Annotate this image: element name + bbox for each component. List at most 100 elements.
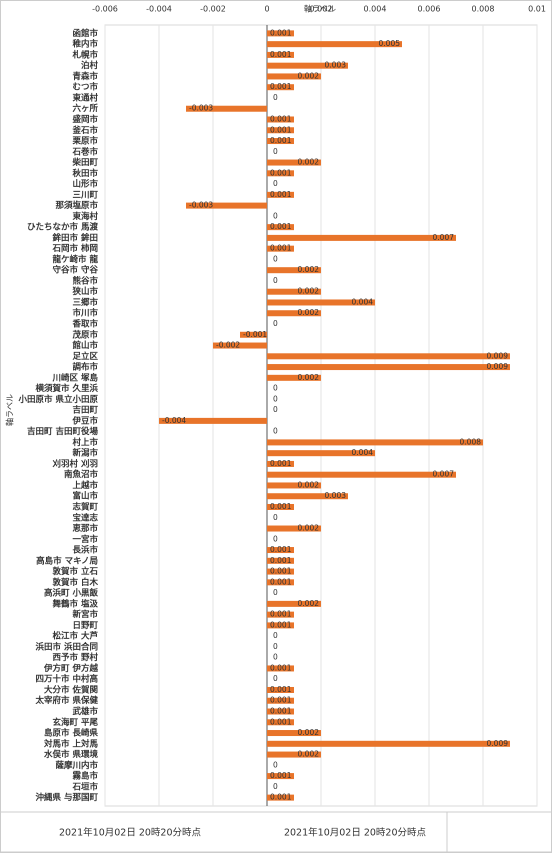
y-tick-label: 対馬市 上対馬 (43, 738, 98, 749)
value-label: 0 (273, 631, 278, 640)
bar (267, 245, 294, 252)
y-tick-label: 玄海町 平尾 (53, 717, 99, 728)
y-tick-label: 東通村 (72, 92, 98, 103)
y-tick-label: 霧島市 (71, 771, 98, 782)
bar (267, 439, 483, 446)
y-tick-label: 館山市 (71, 340, 98, 351)
y-tick-label: 上越市 (72, 480, 98, 491)
value-label: 0.002 (298, 308, 320, 317)
value-label: 0 (273, 513, 278, 522)
bar (186, 202, 267, 209)
y-tick-label: 市川市 (72, 308, 98, 319)
y-tick-label: 島原市 長崎県 (44, 728, 98, 739)
bar (267, 622, 294, 629)
value-label: 0 (273, 147, 278, 156)
value-label: 0.001 (270, 125, 292, 134)
value-label: 0.003 (325, 61, 347, 70)
value-label: 0.002 (298, 265, 320, 274)
bar (267, 159, 321, 166)
value-label: 0 (273, 179, 278, 188)
y-tick-label: 南魚沼市 (64, 469, 99, 480)
value-label: 0.001 (270, 771, 292, 780)
y-tick-label: 新宮市 (72, 609, 98, 620)
value-label: 0.003 (325, 491, 347, 500)
bar (267, 503, 294, 510)
value-label: 0.002 (298, 524, 320, 533)
value-label: 0.009 (487, 351, 509, 360)
y-tick-label: 沖縄県 与那国町 (36, 792, 99, 803)
value-label: 0.001 (270, 50, 292, 59)
bar (267, 138, 294, 145)
bar (267, 773, 294, 780)
value-label: 0 (273, 534, 278, 543)
y-tick-label: 伊豆市 (71, 415, 98, 426)
y-tick-label: 松江市 大芦 (53, 631, 99, 642)
value-label: 0 (273, 319, 278, 328)
value-label: 0 (273, 276, 278, 285)
bar (267, 611, 294, 618)
y-tick-label: 小田原市 県立小田原 (18, 394, 99, 405)
bar (267, 751, 321, 758)
value-label: 0 (273, 760, 278, 769)
bar (267, 234, 456, 241)
footer-cell: 2021年10月02日 20時20分時点 (59, 827, 202, 839)
value-label: 0.001 (270, 556, 292, 565)
y-tick-label: 恵那市 (72, 523, 98, 534)
value-label: 0 (273, 653, 278, 662)
bar (267, 127, 294, 134)
bar (267, 697, 294, 704)
bar (267, 740, 510, 747)
y-tick-label: 吉田町 吉田町役場 (27, 426, 98, 437)
value-label: 0.001 (270, 168, 292, 177)
value-label: 0.001 (270, 793, 292, 802)
value-label: 0 (273, 427, 278, 436)
bar (267, 493, 348, 500)
value-label: 0.005 (379, 39, 401, 48)
y-tick-label: 石垣市 (71, 781, 98, 792)
y-tick-label: 六ヶ所 (72, 103, 98, 114)
value-label: 0 (273, 211, 278, 220)
value-label: 0.009 (487, 739, 509, 748)
y-tick-label: 三郷市 (72, 297, 98, 308)
value-label: 0.001 (270, 244, 292, 253)
bar (159, 417, 267, 424)
x-tick-label: 0 (264, 5, 269, 14)
bar (267, 73, 321, 80)
y-tick-label: 栗原市 (71, 136, 98, 147)
x-tick-label: 0.004 (364, 5, 387, 14)
bar (267, 665, 294, 672)
x-tick-label: 0.01 (528, 5, 546, 14)
value-label: 0.004 (352, 297, 374, 306)
y-tick-label: 稚内市 (72, 39, 98, 50)
bar (267, 579, 294, 586)
value-label: 0.001 (270, 545, 292, 554)
bar (267, 51, 294, 58)
value-label: 0 (273, 642, 278, 651)
bar (267, 471, 456, 478)
y-tick-label: 足立区 (72, 351, 98, 362)
value-label: 0.002 (298, 480, 320, 489)
bar (267, 708, 294, 715)
y-tick-label: 水俣市 県環境 (43, 749, 98, 760)
y-tick-label: 山形市 (72, 179, 98, 190)
y-tick-label: 青森市 (72, 71, 98, 82)
y-axis-title: 軸ラベル (5, 394, 15, 426)
bar (267, 568, 294, 575)
y-tick-label: 秋田市 (71, 168, 98, 179)
y-tick-label: 泊村 (81, 60, 99, 71)
bar (267, 374, 321, 381)
value-label: 0.001 (270, 717, 292, 726)
bar (267, 482, 321, 489)
value-label: 0.007 (433, 470, 455, 479)
bar (267, 170, 294, 177)
y-tick-label: 横須賀市 久里浜 (35, 383, 99, 394)
value-label: 0.001 (270, 707, 292, 716)
y-tick-label: 富山市 (72, 491, 98, 502)
y-tick-label: 舞鶴市 塩汲 (52, 598, 99, 609)
bar (267, 686, 294, 693)
footer-cell: 2021年10月02日 20時20分時点 (284, 827, 427, 839)
value-label: 0.002 (298, 158, 320, 167)
bar (267, 84, 294, 91)
x-tick-label: 0.006 (418, 5, 441, 14)
